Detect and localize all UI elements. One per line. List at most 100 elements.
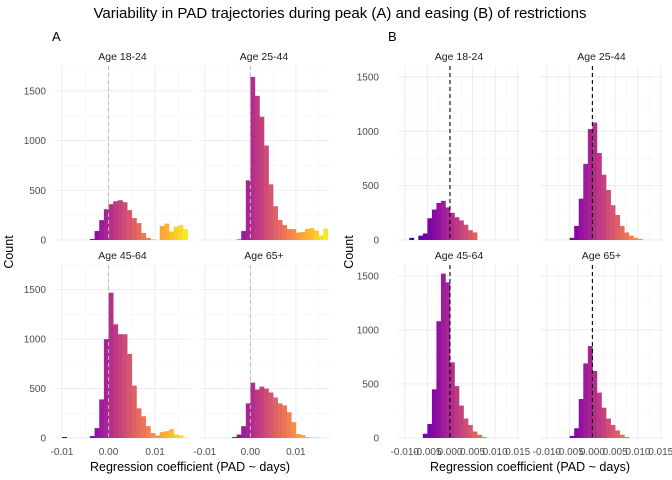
histogram-bar xyxy=(596,392,602,438)
histogram-bar xyxy=(241,426,247,438)
histogram-bar xyxy=(173,226,179,240)
y-tick-label: 0 xyxy=(40,236,46,247)
histogram-bar xyxy=(145,426,151,438)
histogram-bar xyxy=(286,412,292,438)
histogram-bar xyxy=(578,399,584,438)
panel-a-tag: A xyxy=(52,29,61,44)
histogram-bar xyxy=(232,437,237,438)
histogram-bar xyxy=(183,229,188,240)
histogram-bar xyxy=(259,386,265,438)
histogram-bar xyxy=(117,200,123,240)
histogram-bar xyxy=(94,428,100,438)
histogram-bar xyxy=(127,210,133,240)
histogram-bar xyxy=(481,436,487,438)
y-tick-label: 500 xyxy=(29,186,46,197)
x-tick-label: -0.01 xyxy=(51,447,74,458)
facet-label: Age 65+ xyxy=(244,250,283,262)
histogram-bar xyxy=(477,434,482,438)
histogram-bar xyxy=(277,220,283,240)
histogram-bar xyxy=(268,392,274,438)
histogram-bar xyxy=(436,321,442,438)
facet-a-0: Age 18-24 xyxy=(55,51,190,241)
histogram-bar xyxy=(468,425,473,438)
histogram-bar xyxy=(108,204,114,240)
x-tick-label: 0.00 xyxy=(99,447,119,458)
histogram-bar xyxy=(236,434,242,438)
histogram-bar xyxy=(422,433,428,438)
histogram-bar xyxy=(637,238,643,240)
x-tick-label: -0.005 xyxy=(555,447,584,458)
y-tick-label: 1500 xyxy=(357,72,380,83)
panel-a: Age 18-24 Age 25-44 Age 45-64 Age 65+ 0 500 10… xyxy=(2,51,330,474)
histogram-bar xyxy=(574,428,580,438)
histogram-bar xyxy=(619,434,625,438)
histogram-bar xyxy=(409,237,415,240)
histogram-bar xyxy=(273,206,278,240)
x-tick-label: 0.015 xyxy=(648,447,672,458)
histogram-bar xyxy=(155,435,161,438)
histogram-bar xyxy=(304,229,310,240)
histogram-bar xyxy=(127,353,133,438)
x-tick-label: -0.01 xyxy=(193,447,216,458)
histogram-bar xyxy=(427,423,433,438)
histogram-bar xyxy=(463,224,469,240)
y-tick-label: 1500 xyxy=(357,271,380,282)
histogram-bar xyxy=(454,386,460,438)
histogram-bar xyxy=(178,225,184,240)
facet-b-0: Age 18-24 xyxy=(398,51,520,241)
facet-b-3: Age 65+ xyxy=(540,250,663,439)
histogram-bar xyxy=(136,223,142,240)
histogram-bar xyxy=(282,225,288,240)
y-tick-label: 0 xyxy=(373,236,379,247)
histogram-bar xyxy=(295,232,301,240)
histogram-bar xyxy=(601,174,607,240)
histogram-bar xyxy=(241,231,247,240)
histogram-bar xyxy=(574,225,580,240)
facet-label: Age 18-24 xyxy=(98,51,147,63)
histogram-bar xyxy=(150,433,156,438)
y-axis-title: Count xyxy=(342,235,356,269)
facet-b-1: Age 25-44 xyxy=(540,51,663,241)
histogram-bar xyxy=(113,201,119,240)
histogram-bar xyxy=(606,189,611,240)
x-tick-label: 0.005 xyxy=(603,447,628,458)
x-axis-title: Regression coefficient (PAD ~ days) xyxy=(430,460,630,474)
x-tick-label: 0.00 xyxy=(241,447,261,458)
histogram-bar xyxy=(309,228,315,240)
histogram-bar xyxy=(422,233,428,240)
histogram-bar xyxy=(94,231,100,240)
panel-b: Age 18-24 Age 25-44 Age 45-64 Age 65+ 0 500 10… xyxy=(342,51,672,474)
histogram-bar xyxy=(463,418,469,438)
histogram-bar xyxy=(245,180,251,240)
histogram-bar xyxy=(291,229,297,240)
facet-label: Age 25-44 xyxy=(577,51,626,63)
histogram-bar xyxy=(304,437,310,438)
histogram-bar xyxy=(277,403,283,438)
y-tick-label: 500 xyxy=(362,181,379,192)
histogram-bar xyxy=(164,223,170,240)
histogram-bar xyxy=(122,334,128,438)
histogram-bar xyxy=(254,95,260,240)
histogram-bar xyxy=(136,408,142,438)
facet-a-3: Age 65+ xyxy=(198,250,330,439)
histogram-bar xyxy=(569,237,575,240)
histogram-bar xyxy=(472,431,478,438)
histogram-bar xyxy=(624,436,630,438)
facet-a-1: Age 25-44 xyxy=(198,51,330,241)
figure-title: Variability in PAD trajectories during p… xyxy=(94,5,587,22)
histogram-bar xyxy=(615,430,621,438)
histogram-bar xyxy=(472,232,478,240)
y-tick-label: 1000 xyxy=(24,136,47,147)
histogram-bar xyxy=(264,145,269,240)
histogram-bar xyxy=(268,184,274,240)
histogram-bar xyxy=(610,205,616,240)
histogram-bar xyxy=(459,220,464,240)
histogram-bar xyxy=(587,346,593,438)
histogram-bar xyxy=(468,230,473,240)
histogram-bar xyxy=(141,233,147,240)
histogram-bar xyxy=(323,228,329,240)
histogram-bar xyxy=(164,431,170,438)
histogram-bar xyxy=(592,122,598,240)
histogram-bar xyxy=(431,209,437,240)
